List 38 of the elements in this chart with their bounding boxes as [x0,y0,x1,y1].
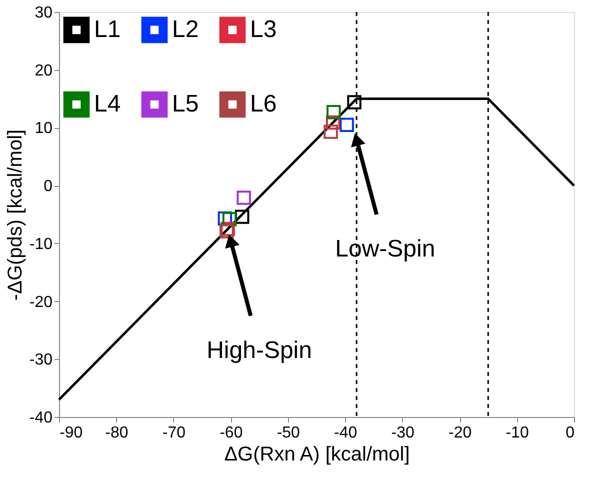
point [326,115,340,130]
point [326,104,341,120]
legend-label: L5 [172,90,199,118]
point [220,222,235,236]
annotation: Low-Spin [335,236,436,263]
y-tick-label: 0 [44,178,53,196]
x-tick-label: -80 [105,424,128,442]
x-tick-label: -30 [391,424,414,442]
x-tick-label: -90 [60,424,83,442]
y-tick-label: 10 [34,120,53,138]
point [234,210,250,224]
point [236,190,251,205]
y-axis-title: -ΔG(pds) [kcal/mol] [4,129,26,301]
y-tick-label: -30 [29,352,53,369]
x-tick-label: -70 [162,424,186,442]
x-tick-label: -20 [448,424,472,442]
x-tick-label: -50 [276,424,300,442]
point [340,118,354,132]
point [220,224,234,238]
point [324,124,338,139]
x-tick-label: -60 [220,424,243,442]
y-tick-label: -40 [29,410,53,426]
x-tick-label: -40 [334,424,358,442]
legend-label: L3 [250,16,277,43]
legend-label: L6 [250,90,277,118]
annotation: High-Spin [206,336,312,364]
legend-label: L2 [172,16,199,43]
y-tick-label: -20 [29,294,53,311]
legend-label: L1 [94,16,121,43]
y-tick-label: 20 [34,62,53,80]
legend-label: L4 [94,90,121,118]
point [222,212,237,226]
x-tick-label: 0 [566,424,575,442]
x-tick-label: -10 [506,424,529,442]
y-tick-label: 30 [34,4,53,22]
point [347,95,362,110]
x-axis-title: ΔG(Rxn A) [kcal/mol] [224,444,410,466]
y-tick-label: -10 [29,236,53,253]
